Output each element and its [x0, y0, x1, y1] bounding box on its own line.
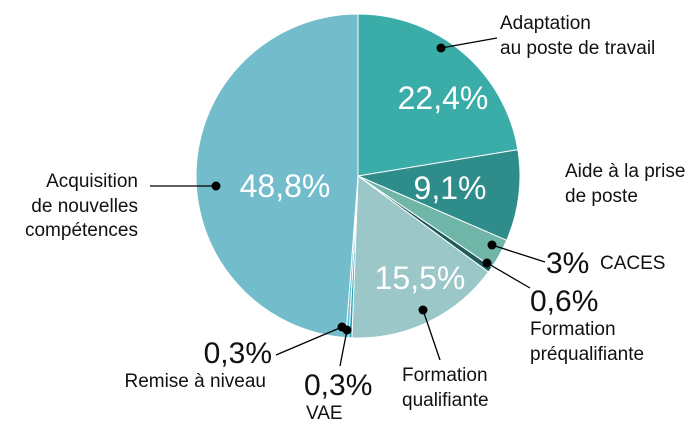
- value-label: 9,1%: [413, 170, 487, 206]
- category-label: Acquisition de nouvelles compétences: [24, 171, 138, 242]
- leader-line: [486, 262, 531, 289]
- leader-dot: [337, 322, 347, 332]
- leader-dot: [487, 240, 497, 250]
- pie-slice: [351, 175, 490, 339]
- category-label: Adaptation au poste de travail: [500, 13, 656, 59]
- leader-line: [491, 244, 546, 263]
- value-label: 3%: [546, 247, 590, 280]
- category-label: Aide à la prise de poste: [565, 161, 686, 207]
- pie-slice: [195, 13, 359, 339]
- leader-line: [422, 309, 441, 361]
- leader-line: [339, 329, 348, 367]
- pie-slice: [357, 13, 519, 177]
- leader-dot: [482, 258, 492, 268]
- value-label: 22,4%: [397, 80, 489, 116]
- pie-slice: [356, 149, 521, 241]
- category-label: CACES: [600, 253, 666, 274]
- leader-line: [440, 37, 498, 49]
- category-label: Formation préqualifiante: [530, 319, 645, 365]
- leader-line: [275, 326, 343, 356]
- value-label: 0,3%: [203, 337, 272, 370]
- value-label: 0,3%: [304, 369, 373, 402]
- leader-dot: [436, 43, 446, 53]
- category-label: Remise à niveau: [124, 371, 266, 392]
- value-label: 0,6%: [530, 285, 599, 318]
- category-label: VAE: [306, 403, 343, 424]
- value-label: 48,8%: [239, 168, 331, 204]
- value-label: 15,5%: [374, 260, 466, 296]
- category-label: Formation qualifiante: [402, 365, 489, 411]
- leader-dot: [418, 305, 428, 315]
- leader-dot: [211, 181, 221, 191]
